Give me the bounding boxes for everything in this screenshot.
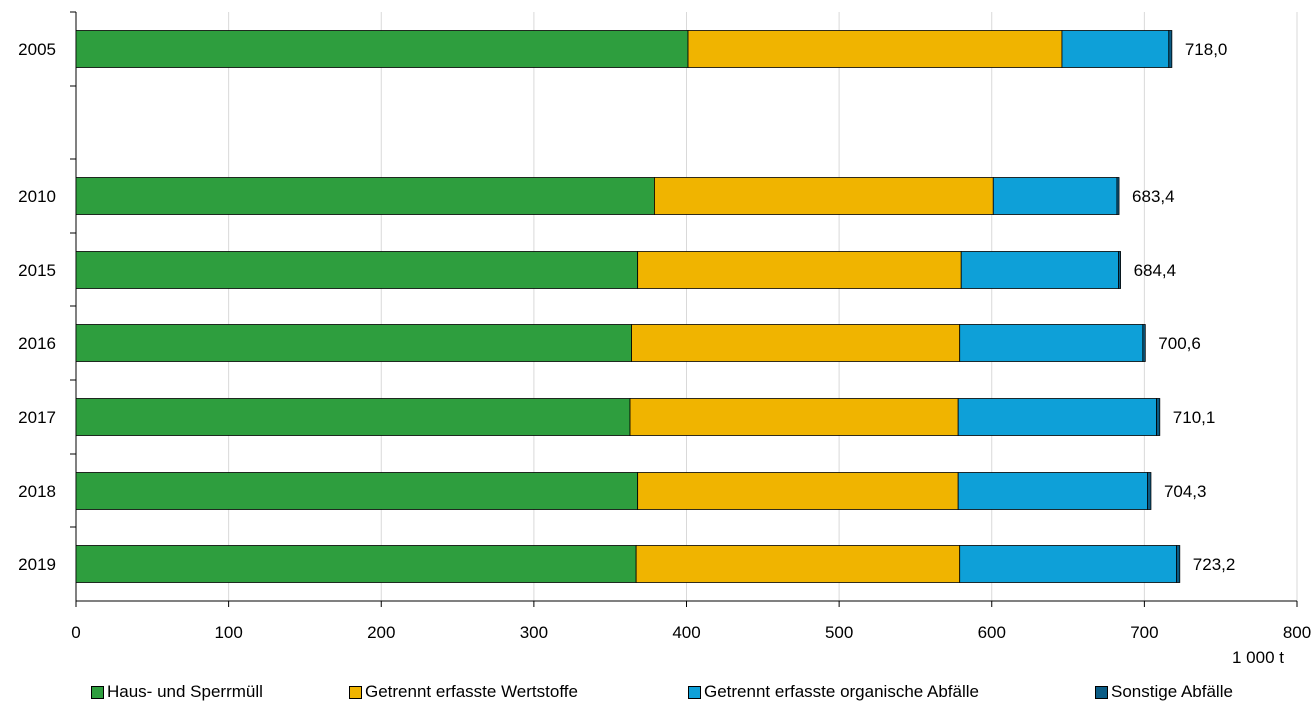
x-tick-label: 400 xyxy=(672,623,700,642)
bar-segment xyxy=(957,398,1157,436)
x-tick-label: 800 xyxy=(1283,623,1311,642)
bar-segment xyxy=(1168,30,1173,68)
axes xyxy=(70,11,1298,607)
legend-swatch-wertstoffe xyxy=(349,685,362,699)
bar-segment xyxy=(1176,545,1181,583)
total-data-label: 700,6 xyxy=(1158,334,1201,353)
bar-segment xyxy=(75,177,655,215)
total-data-label: 684,4 xyxy=(1134,261,1177,280)
bar-segment xyxy=(631,324,961,362)
legend-swatch-haus-sperrmuell xyxy=(91,685,104,699)
gridlines xyxy=(228,12,1298,601)
total-data-label: 683,4 xyxy=(1132,187,1175,206)
bar-segment xyxy=(75,251,639,289)
total-data-label: 704,3 xyxy=(1164,482,1207,501)
bar-segment xyxy=(959,324,1144,362)
bar-segment xyxy=(75,545,637,583)
total-data-label: 718,0 xyxy=(1185,40,1228,59)
bar-segment xyxy=(959,545,1177,583)
bar-segment xyxy=(1061,30,1170,68)
bar-segment xyxy=(1118,251,1121,289)
total-data-label: 710,1 xyxy=(1173,408,1216,427)
bar-segment xyxy=(635,545,961,583)
legend-item-wertstoffe: Getrennt erfasste Wertstoffe xyxy=(349,681,578,703)
y-category-label: 2015 xyxy=(18,261,56,280)
y-category-label: 2017 xyxy=(18,408,56,427)
bar-segment xyxy=(992,177,1118,215)
legend-label: Sonstige Abfälle xyxy=(1111,682,1233,701)
legend-label: Getrennt erfasste Wertstoffe xyxy=(365,682,578,701)
bar-segment xyxy=(629,398,959,436)
y-category-label: 2018 xyxy=(18,482,56,501)
bar-segment xyxy=(1142,324,1146,362)
total-data-label: 723,2 xyxy=(1193,555,1236,574)
legend-swatch-sonstige-abfaelle xyxy=(1095,685,1108,699)
y-category-label: 2016 xyxy=(18,334,56,353)
legend-label: Getrennt erfasste organische Abfälle xyxy=(704,682,979,701)
bar-segment xyxy=(960,251,1119,289)
x-axis-unit-label: 1 000 t xyxy=(1232,648,1284,667)
bar-segment xyxy=(637,251,962,289)
bar-segment xyxy=(1156,398,1161,436)
bar-segment xyxy=(75,324,632,362)
bar-segment xyxy=(687,30,1063,68)
bar-segment xyxy=(75,30,689,68)
x-tick-label: 100 xyxy=(214,623,242,642)
bar-segment xyxy=(1147,472,1152,510)
bar-segment xyxy=(957,472,1148,510)
x-tick-label: 700 xyxy=(1130,623,1158,642)
x-tick-label: 600 xyxy=(978,623,1006,642)
y-category-label: 2010 xyxy=(18,187,56,206)
labels: 0 100 200 300 400 500 600 700 800 2005 718,0 2010 68… xyxy=(18,40,1311,642)
legend-item-haus-sperrmuell: Haus- und Sperrmüll xyxy=(91,681,263,703)
bar-segment xyxy=(75,472,639,510)
x-tick-label: 200 xyxy=(367,623,395,642)
x-tick-label: 300 xyxy=(520,623,548,642)
bar-segment xyxy=(654,177,994,215)
bars xyxy=(75,30,1181,583)
legend-item-sonstige-abfaelle: Sonstige Abfälle xyxy=(1095,681,1233,703)
legend-item-organische-abfaelle: Getrennt erfasste organische Abfälle xyxy=(688,681,979,703)
legend-label: Haus- und Sperrmüll xyxy=(107,682,263,701)
bar-segment xyxy=(75,398,631,436)
bar-segment xyxy=(1116,177,1120,215)
legend: Haus- und Sperrmüll Getrennt erfasste We… xyxy=(0,681,1315,703)
x-tick-label: 0 xyxy=(71,623,80,642)
x-tick-label: 500 xyxy=(825,623,853,642)
bar-segment xyxy=(637,472,959,510)
y-category-label: 2005 xyxy=(18,40,56,59)
legend-swatch-organische-abfaelle xyxy=(688,685,701,699)
y-category-label: 2019 xyxy=(18,555,56,574)
